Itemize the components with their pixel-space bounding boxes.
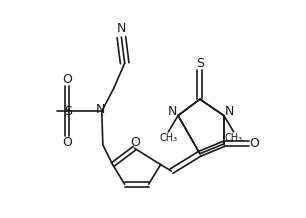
Text: N: N [168,105,177,118]
Text: N: N [95,102,105,116]
Text: S: S [64,105,72,118]
Text: N: N [117,22,126,35]
Text: O: O [62,136,72,149]
Text: O: O [131,136,140,149]
Text: CH₃: CH₃ [225,133,243,143]
Text: O: O [62,73,72,86]
Text: N: N [225,105,234,118]
Text: O: O [249,137,259,150]
Text: CH₃: CH₃ [159,133,177,143]
Text: S: S [196,57,204,70]
